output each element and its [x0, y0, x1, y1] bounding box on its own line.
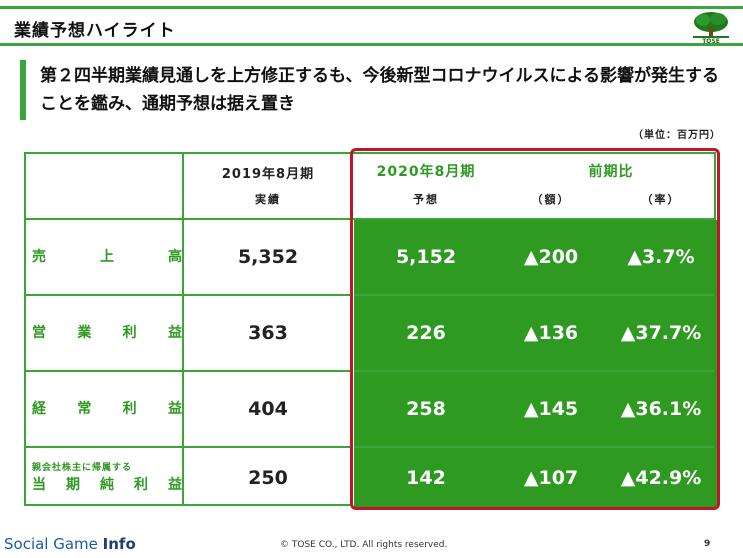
value-2020-operating-profit: 226 [406, 322, 446, 344]
rate-ordinary-profit: ▲36.1% [620, 398, 702, 420]
forecast-table: 2019年8月期 実績 2020年8月期 予想 前期比 （額） （率） 売 上 … [24, 152, 718, 508]
rate-sales: ▲3.7% [627, 246, 695, 268]
page-title: 業績予想ハイライト [14, 21, 176, 41]
row-label-operating-profit: 営 業 利 益 [32, 325, 182, 341]
amount-sales: ▲200 [523, 246, 579, 268]
table-divider [182, 154, 184, 504]
value-2019-operating-profit: 363 [248, 322, 288, 344]
headline-accent-bar [20, 60, 26, 120]
logo-text: TOSE [702, 38, 720, 45]
table-divider [352, 220, 354, 508]
header-amount: （額） [531, 193, 571, 206]
headline: 第２四半期業績見通しを上方修正するも、今後新型コロナウイルスによる影響が発生する… [40, 66, 719, 114]
header-2020: 2020年8月期 [376, 164, 476, 180]
tose-logo: TOSE [689, 11, 733, 45]
value-2020-sales: 5,152 [395, 246, 457, 268]
header-bar: 業績予想ハイライト TOSE [0, 6, 743, 46]
header-rate: （率） [641, 193, 681, 206]
table-divider [26, 446, 714, 448]
amount-net-profit: ▲107 [523, 467, 579, 489]
header-2019-sub: 実績 [255, 193, 281, 206]
rate-net-profit: ▲42.9% [620, 467, 702, 489]
forecast-highlight-fill [354, 220, 718, 508]
row-label-sales: 売 上 高 [32, 249, 182, 265]
header-compare: 前期比 [588, 164, 634, 180]
rate-operating-profit: ▲37.7% [620, 322, 702, 344]
header-2020-sub: 予想 [413, 193, 439, 206]
value-2020-ordinary-profit: 258 [406, 398, 446, 420]
value-2019-sales: 5,352 [237, 246, 299, 268]
footer-copyright: © TOSE CO., LTD. All rights reserved. [280, 540, 448, 550]
value-2019-net-profit: 250 [248, 467, 288, 489]
row-sublabel-net-profit: 親会社株主に帰属する [32, 463, 133, 473]
row-label-ordinary-profit: 経 常 利 益 [32, 401, 182, 417]
footer-brand-watermark: Social Game Info [4, 535, 136, 553]
tree-logo-icon [693, 12, 729, 38]
table-divider [26, 294, 714, 296]
table-divider [26, 370, 714, 372]
value-2019-ordinary-profit: 404 [248, 398, 288, 420]
amount-operating-profit: ▲136 [523, 322, 579, 344]
table-divider [26, 218, 714, 220]
unit-label: （単位：百万円） [633, 130, 721, 141]
amount-ordinary-profit: ▲145 [523, 398, 579, 420]
header-2019: 2019年8月期 [221, 166, 315, 182]
forecast-highlight-frame [350, 148, 720, 510]
value-2020-net-profit: 142 [406, 467, 446, 489]
page-number: 9 [704, 539, 711, 549]
row-label-net-profit: 当 期 純 利 益 [32, 477, 182, 493]
